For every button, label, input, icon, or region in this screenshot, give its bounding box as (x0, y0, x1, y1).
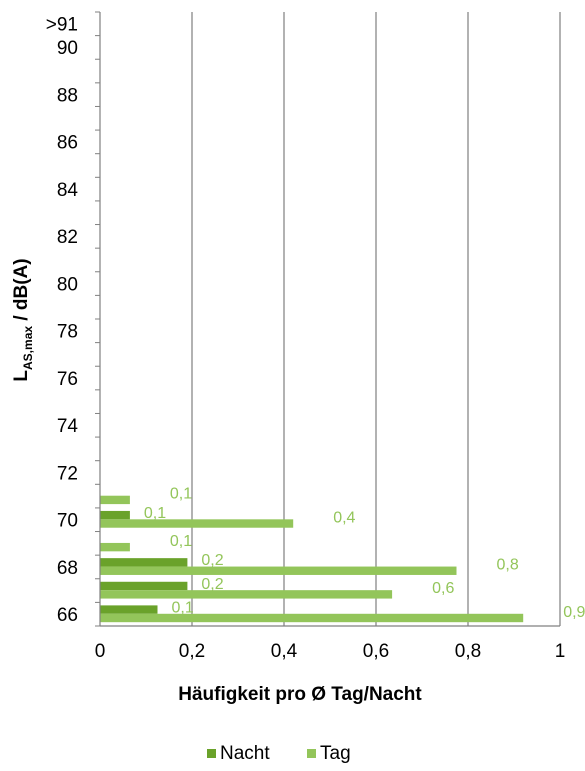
x-tick-label: 1 (555, 641, 566, 662)
y-tick-label: 70 (57, 511, 78, 532)
y-tick-label: 90 (57, 38, 78, 59)
axes (95, 11, 560, 627)
data-label-tag: 0,6 (432, 580, 454, 597)
y-axis-title: LAS,max / dB(A) (11, 258, 35, 381)
legend: Nacht Tag (207, 743, 351, 764)
x-tick-label: 0,8 (455, 641, 481, 662)
x-axis-title: Häufigkeit pro Ø Tag/Nacht (178, 684, 422, 705)
y-tick-label: 76 (57, 369, 78, 390)
data-label-tag: 0,4 (333, 509, 355, 526)
bar-tag (100, 566, 457, 575)
data-label-tag: 0,1 (170, 486, 192, 503)
bar-nacht (100, 605, 158, 614)
x-tick-label: 0,2 (179, 641, 205, 662)
data-label-tag: 0,8 (497, 557, 519, 574)
y-tick-label: 72 (57, 463, 78, 484)
data-label-nacht: 0,2 (201, 552, 223, 569)
data-label-nacht: 0,1 (172, 599, 194, 616)
x-tick-label: 0,6 (363, 641, 389, 662)
y-tick-label: 86 (57, 133, 78, 154)
data-label-nacht: 0,1 (144, 505, 166, 522)
y-tick-label: >91 (46, 15, 78, 36)
y-tick-label: 84 (57, 180, 79, 201)
legend-swatch-tag (307, 749, 316, 758)
legend-label-tag: Tag (320, 743, 351, 764)
y-tick-label: 74 (57, 416, 79, 437)
x-tick-label: 0,4 (271, 641, 298, 662)
y-tick-label: 82 (57, 227, 78, 248)
bar-tag (100, 495, 130, 505)
legend-swatch-nacht (207, 749, 216, 758)
bar-nacht (100, 510, 130, 520)
bars (100, 495, 524, 623)
bar-tag (100, 613, 524, 623)
y-tick-label: 66 (57, 605, 78, 626)
bar-nacht (100, 558, 188, 567)
data-label-tag: 0,9 (563, 604, 585, 621)
data-labels: 0,1 0,90,2 0,60,2 0,80,10,1 0,40,1 (144, 486, 585, 621)
y-axis-title-main: L (11, 370, 32, 382)
x-tick-label: 0 (95, 641, 106, 662)
x-tick-labels: 0 0,2 0,4 0,6 0,8 1 (95, 641, 566, 662)
y-tick-label: 68 (57, 558, 78, 579)
y-axis-title-rest: / dB(A) (11, 258, 32, 326)
y-tick-label: 80 (57, 274, 78, 295)
legend-label-nacht: Nacht (220, 743, 270, 764)
y-tick-labels: 66 68 70 72 74 76 78 80 82 84 86 88 90>91 (46, 15, 79, 626)
data-label-nacht: 0,2 (201, 576, 223, 593)
bar-tag (100, 519, 294, 528)
gridlines (191, 12, 561, 626)
y-axis-title-subscript: AS,max (21, 326, 35, 370)
bar-tag (100, 590, 393, 599)
y-tick-label: 78 (57, 322, 78, 343)
bar-tag (100, 542, 130, 552)
bar-nacht (100, 581, 188, 591)
data-label-tag: 0,1 (170, 533, 192, 550)
y-tick-label: 88 (57, 85, 78, 106)
